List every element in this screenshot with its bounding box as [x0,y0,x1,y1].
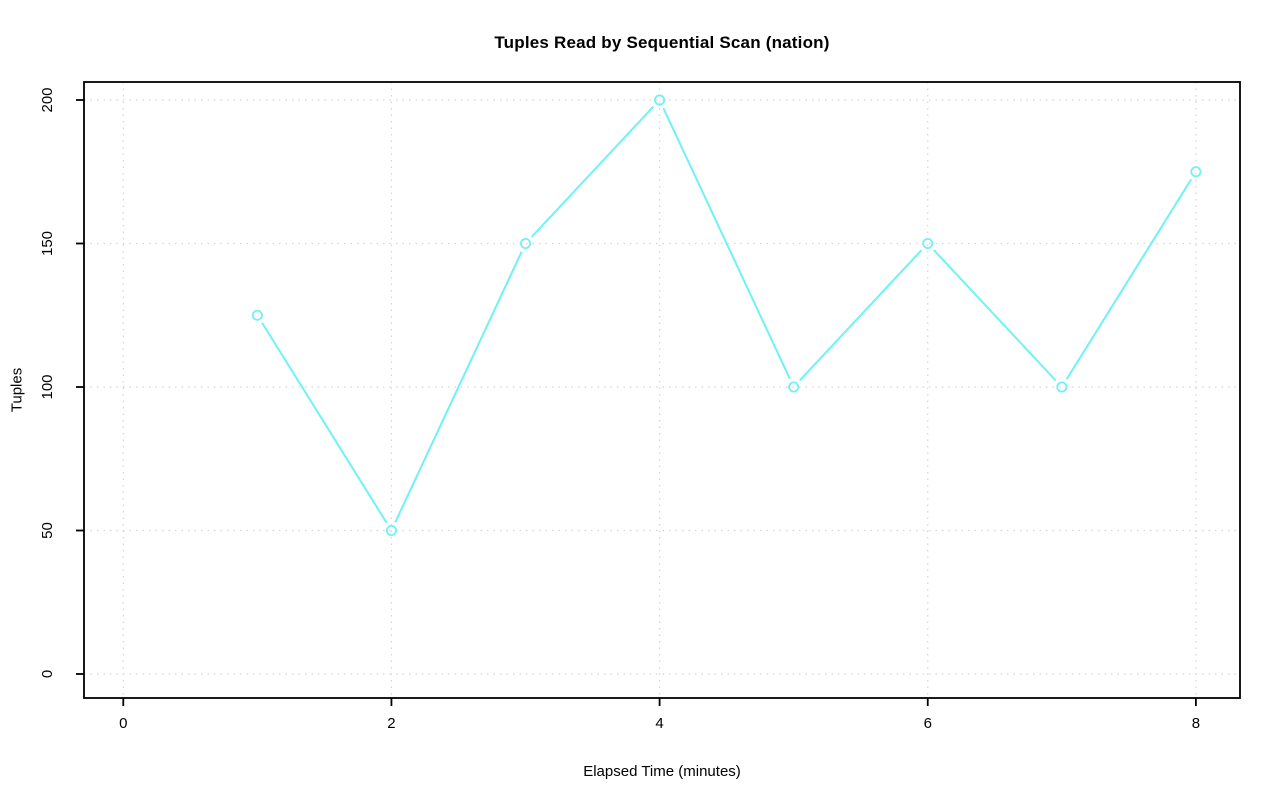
chart-title: Tuples Read by Sequential Scan (nation) [494,33,830,52]
y-tick-label: 0 [39,670,56,678]
y-tick-label: 200 [39,87,56,112]
x-tick-label: 6 [924,715,932,732]
data-point-marker [654,94,666,106]
x-tick-label: 8 [1192,715,1200,732]
y-tick-label: 100 [39,374,56,399]
x-tick-label: 0 [119,715,127,732]
plot-border [83,81,1241,699]
x-tick-label: 2 [387,715,395,732]
series-line-segment [1065,178,1192,380]
data-point-marker [385,525,397,537]
x-tick-label: 4 [655,715,663,732]
data-point-marker [788,381,800,393]
series-line-segment [394,251,523,523]
series-line-segment [261,322,388,524]
data-point-marker [520,237,532,249]
y-axis-label: Tuples [8,367,26,413]
data-point-marker [1056,381,1068,393]
y-tick-label: 150 [39,231,56,256]
series-line-segment [933,249,1057,382]
series-line-segment [799,249,923,382]
data-point-marker [922,237,934,249]
data-point-marker [1190,166,1202,178]
data-point-marker [251,309,263,321]
x-axis-label: Elapsed Time (minutes) [583,763,741,780]
y-tick-label: 50 [39,522,56,539]
series-line-segment [662,107,791,380]
series-line-segment [530,105,655,238]
